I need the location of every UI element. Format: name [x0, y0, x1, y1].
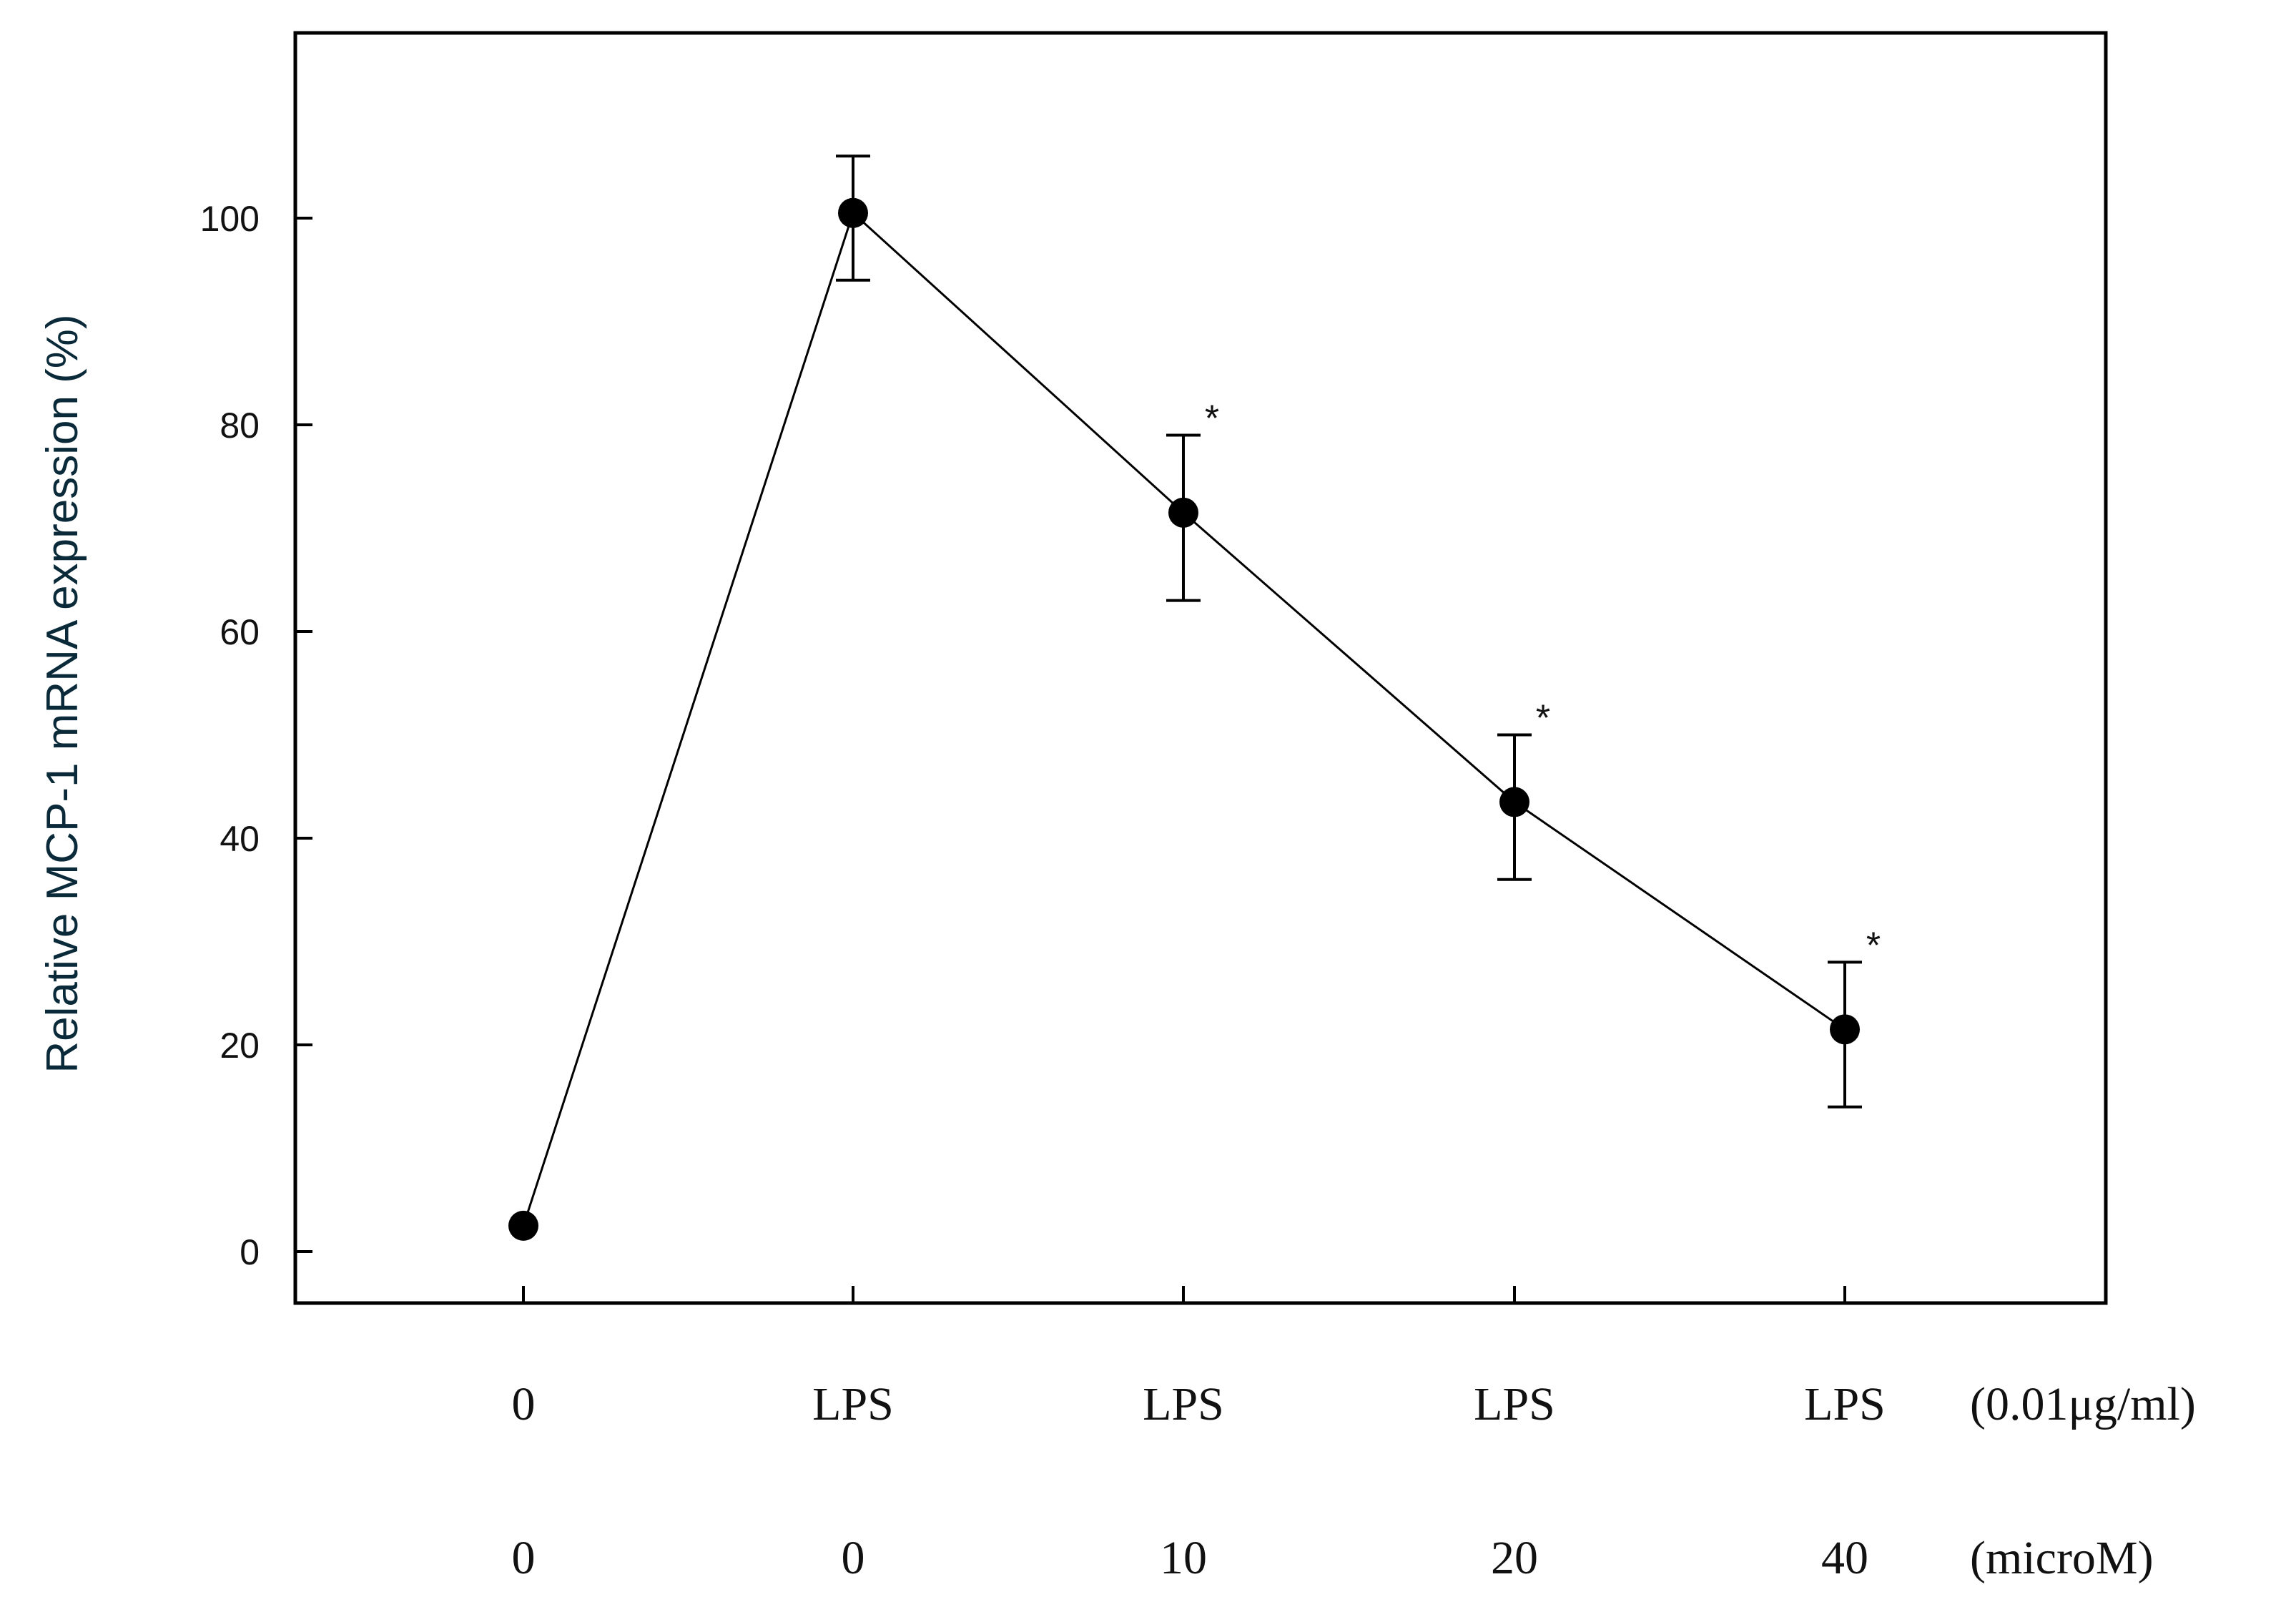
category-row1-label-2: LPS: [1143, 1378, 1224, 1430]
series-line: [522, 211, 1846, 1227]
y-tick-label-80: 80: [220, 406, 260, 446]
significance-marker-3: *: [1536, 698, 1550, 739]
data-point-0: [508, 1210, 538, 1241]
category-labels: 0 LPS LPS LPS LPS 0 0 10 20 40 (0.01μg/ml) (microM): [512, 1378, 2196, 1584]
category-row2-label-3: 20: [1491, 1532, 1538, 1584]
y-tick-label-100: 100: [200, 199, 260, 239]
significance-marker-4: *: [1866, 925, 1881, 966]
y-axis-label: Relative MCP-1 mRNA expression (%): [38, 314, 87, 1073]
category-row1-label-3: LPS: [1474, 1378, 1555, 1430]
x-axis: [522, 1286, 1846, 1303]
significance-marker-2: *: [1205, 398, 1219, 439]
data-series: * * *: [508, 154, 1881, 1241]
plot-frame: [293, 31, 2108, 1305]
data-point-4: [1830, 1014, 1860, 1045]
data-point-1: [838, 197, 868, 228]
data-point-3: [1499, 787, 1529, 817]
y-tick-label-20: 20: [220, 1026, 260, 1066]
category-row2-label-4: 40: [1821, 1532, 1868, 1584]
data-point-2: [1168, 497, 1198, 528]
y-axis: 0 20 40 60 80 100: [200, 199, 312, 1272]
row1-unit-label: (0.01μg/ml): [1970, 1378, 2196, 1430]
category-row1-label-4: LPS: [1804, 1378, 1886, 1430]
category-row2-label-2: 10: [1160, 1532, 1207, 1584]
row2-unit-label: (microM): [1970, 1532, 2154, 1584]
category-row1-label-0: 0: [512, 1378, 536, 1430]
category-row1-label-1: LPS: [812, 1378, 894, 1430]
y-tick-label-60: 60: [220, 612, 260, 652]
y-tick-label-0: 0: [240, 1232, 260, 1272]
category-row2-label-0: 0: [512, 1532, 536, 1584]
category-row2-label-1: 0: [842, 1532, 865, 1584]
y-tick-label-40: 40: [220, 819, 260, 859]
